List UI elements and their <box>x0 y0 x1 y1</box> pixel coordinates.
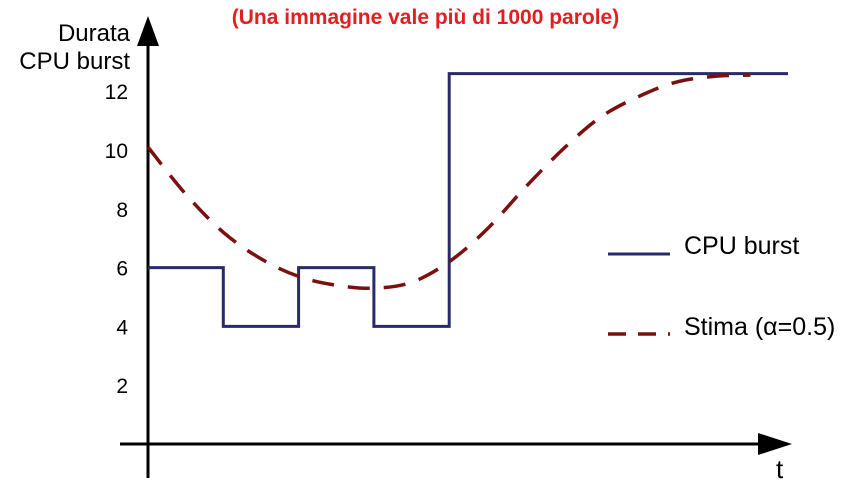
series-group <box>146 72 788 328</box>
chart-subtitle: (Una immagine vale più di 1000 parole) <box>231 6 620 29</box>
y-tick-label: 4 <box>116 316 128 339</box>
legend <box>608 252 670 336</box>
x-axis-arrow <box>758 433 792 455</box>
y-tick-label: 8 <box>116 199 128 222</box>
axes <box>120 16 792 478</box>
x-axis-label: t <box>776 454 784 484</box>
y-tick-label: 12 <box>105 81 128 104</box>
y-axis-label-line2: CPU burst <box>19 48 130 75</box>
y-axis-arrow <box>137 16 159 46</box>
y-ticks: 2 4 6 8 10 12 <box>105 81 129 398</box>
y-tick-label: 10 <box>105 140 128 163</box>
legend-label-cpu-burst: CPU burst <box>684 232 800 260</box>
y-axis-label: Durata CPU burst <box>2 20 130 76</box>
y-tick-label: 6 <box>116 258 128 281</box>
series-stima-line <box>146 73 751 291</box>
series-cpu-burst-line <box>148 72 788 328</box>
legend-label-stima: Stima (α=0.5) <box>684 313 836 341</box>
y-axis-label-line1: Durata <box>57 20 130 47</box>
y-tick-label: 2 <box>116 375 128 398</box>
